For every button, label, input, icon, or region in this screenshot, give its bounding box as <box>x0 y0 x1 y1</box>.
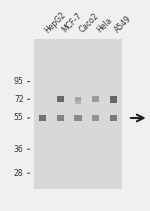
Text: 36: 36 <box>14 145 23 154</box>
FancyBboxPatch shape <box>57 96 64 102</box>
Text: Hela: Hela <box>96 16 114 35</box>
FancyBboxPatch shape <box>110 115 117 121</box>
Text: 72: 72 <box>14 95 23 104</box>
Text: MCF-7: MCF-7 <box>60 11 84 35</box>
FancyBboxPatch shape <box>75 97 81 101</box>
FancyBboxPatch shape <box>34 39 122 189</box>
FancyBboxPatch shape <box>57 115 64 121</box>
FancyBboxPatch shape <box>110 96 117 103</box>
FancyBboxPatch shape <box>75 100 81 104</box>
FancyBboxPatch shape <box>92 115 99 121</box>
Text: Caco2: Caco2 <box>78 12 101 35</box>
Text: 95: 95 <box>14 77 23 86</box>
Text: A549: A549 <box>113 14 134 35</box>
Text: HepG2: HepG2 <box>43 10 67 35</box>
FancyBboxPatch shape <box>74 115 81 121</box>
FancyBboxPatch shape <box>39 115 46 121</box>
FancyBboxPatch shape <box>92 96 99 102</box>
Text: 28: 28 <box>14 169 23 178</box>
Text: 55: 55 <box>14 114 23 123</box>
